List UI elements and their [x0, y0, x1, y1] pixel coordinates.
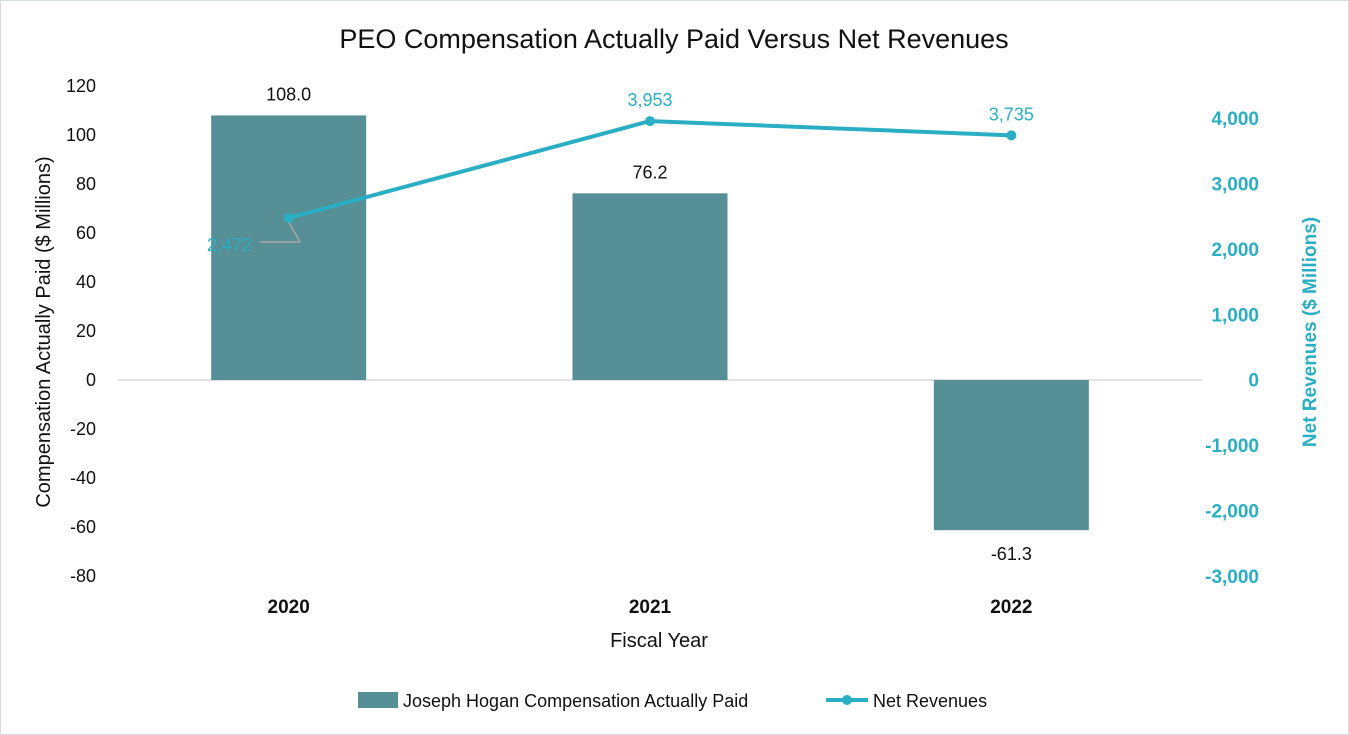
left-tick-label: 60 [76, 223, 96, 243]
right-tick-label: 1,000 [1211, 305, 1259, 326]
legend: Joseph Hogan Compensation Actually Paid … [358, 691, 987, 711]
bar-label-2021: 76.2 [632, 162, 667, 182]
line-series: 2,472 3,953 3,735 [207, 90, 1034, 255]
right-tick-label: -1,000 [1205, 436, 1259, 457]
net-revenues-label-2022: 3,735 [989, 104, 1034, 124]
left-tick-label: -20 [70, 419, 96, 439]
category-axis: 2020 2021 2022 [268, 597, 1033, 618]
right-axis-title: Net Revenues ($ Millions) [1300, 217, 1321, 447]
category-label-2020: 2020 [268, 597, 310, 618]
x-axis-title: Fiscal Year [610, 630, 708, 652]
legend-swatch-net-revenues-marker [842, 695, 852, 705]
right-tick-label: 3,000 [1211, 174, 1259, 195]
right-axis: 4,000 3,000 2,000 1,000 0 -1,000 -2,000 -3,000 [1205, 109, 1259, 588]
right-tick-label: 4,000 [1211, 109, 1259, 130]
category-label-2021: 2021 [629, 597, 672, 618]
net-revenues-label-2021: 3,953 [627, 90, 672, 110]
left-tick-label: -80 [70, 566, 96, 586]
category-label-2022: 2022 [990, 597, 1032, 618]
right-tick-label: 0 [1248, 371, 1259, 392]
net-revenues-label-2020: 2,472 [207, 235, 252, 255]
left-tick-label: 40 [76, 272, 96, 292]
right-tick-label: -3,000 [1205, 567, 1259, 588]
bar-2021 [572, 193, 728, 380]
bar-label-2022: -61.3 [991, 544, 1032, 564]
legend-label-compensation: Joseph Hogan Compensation Actually Paid [403, 691, 748, 711]
left-axis-title: Compensation Actually Paid ($ Millions) [33, 156, 55, 507]
bar-2020 [211, 115, 367, 381]
legend-label-net-revenues: Net Revenues [873, 691, 987, 711]
left-tick-label: 80 [76, 174, 96, 194]
left-tick-label: -40 [70, 468, 96, 488]
label-leader-lines [260, 221, 302, 243]
net-revenues-point-2020 [283, 212, 294, 223]
left-tick-label: -60 [70, 517, 96, 537]
right-tick-label: 2,000 [1211, 240, 1259, 261]
left-tick-label: 120 [66, 76, 96, 96]
left-tick-label: 0 [86, 370, 96, 390]
net-revenues-point-2022 [1006, 130, 1017, 141]
chart-title: PEO Compensation Actually Paid Versus Ne… [339, 24, 1008, 54]
bar-label-2020: 108.0 [266, 84, 311, 104]
net-revenues-point-2021 [645, 116, 655, 127]
left-axis: 120 100 80 60 40 20 0 -20 -40 -60 -80 [66, 76, 96, 586]
leader-line-2020 [260, 221, 302, 243]
bar-series: 108.0 76.2 -61.3 [211, 84, 1089, 564]
legend-swatch-compensation [358, 692, 398, 708]
right-tick-label: -2,000 [1205, 502, 1259, 523]
left-tick-label: 100 [66, 125, 96, 145]
left-tick-label: 20 [76, 321, 96, 341]
bar-2022 [933, 380, 1089, 531]
